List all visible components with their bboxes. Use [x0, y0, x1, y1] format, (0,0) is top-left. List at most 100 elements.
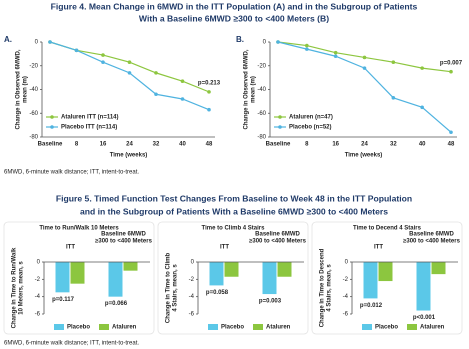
panel-title: Time to Decend 4 Stairs	[353, 226, 422, 232]
legend-label: Placebo	[221, 325, 244, 331]
y-tick-label: -4	[35, 294, 41, 300]
x-tick-label: 48	[448, 142, 455, 148]
x-axis-label: Time (weeks)	[345, 153, 383, 159]
footnote: 6MWD, 6-minute walk distance; ITT, inten…	[4, 170, 139, 176]
data-point	[276, 40, 280, 44]
panel-title: Time to Run/Walk 10 Meters	[39, 226, 119, 232]
data-point	[420, 105, 424, 110]
data-point	[305, 47, 309, 51]
data-point	[207, 90, 211, 94]
y-axis-label: 4 Stairs, mean, s	[327, 264, 333, 312]
x-tick-label: 40	[179, 142, 186, 148]
series-line	[49, 41, 210, 111]
annotation: p=0.213	[198, 80, 221, 86]
annotation: p=0.058	[206, 290, 229, 296]
group-label: Baseline 6MWD	[101, 232, 146, 238]
data-point	[333, 50, 338, 55]
data-point	[207, 107, 211, 112]
y-tick-label: -2	[189, 277, 195, 283]
bar	[378, 262, 393, 282]
bar	[262, 262, 277, 295]
group-label: Baseline 6MWD	[409, 232, 454, 238]
y-tick-label: 0	[37, 260, 41, 266]
y-tick-label: -2	[35, 277, 41, 283]
y-tick-label: -60	[257, 111, 266, 117]
x-tick-label: 8	[305, 142, 309, 148]
legend-label: Ataluren	[112, 325, 137, 331]
legend-label: Placebo (n=52)	[289, 125, 332, 131]
y-tick-label: 0	[263, 40, 267, 46]
group-label: Baseline 6MWD	[255, 232, 300, 238]
x-tick-label: 16	[332, 142, 339, 148]
y-tick-label: 0	[191, 260, 195, 266]
y-tick-label: -80	[257, 135, 266, 141]
x-tick-label: Baseline	[266, 142, 291, 148]
y-tick-label: -60	[29, 111, 38, 117]
panel-title: Time to Climb 4 Stairs	[202, 226, 266, 232]
bar	[123, 262, 138, 271]
legend-swatch	[54, 324, 64, 330]
y-tick-label: 0	[345, 260, 349, 266]
annotation: p=0.117	[52, 297, 75, 303]
y-tick-label: -80	[29, 135, 38, 141]
legend-label: Ataluren	[420, 325, 445, 331]
x-tick-label: 24	[126, 142, 133, 148]
y-tick-label: -4	[189, 294, 195, 300]
x-axis-label: Time (weeks)	[110, 153, 148, 159]
bar	[224, 262, 239, 277]
y-tick-label: -20	[257, 63, 266, 69]
legend-label: Ataluren	[266, 325, 291, 331]
data-point	[333, 54, 338, 59]
data-point	[362, 66, 367, 70]
y-axis-label: mean (m)	[23, 76, 29, 103]
annotation: p=0.007	[440, 60, 463, 66]
y-tick-label: -6	[35, 312, 41, 318]
bar	[108, 262, 123, 297]
panel-label: B.	[236, 35, 244, 44]
data-point	[74, 48, 79, 53]
annotation: p<0.001	[413, 315, 436, 321]
group-label: ITT	[220, 245, 229, 251]
y-axis-label: 4 Stairs, mean, s	[173, 264, 179, 312]
x-tick-label: 40	[419, 142, 426, 148]
legend-swatch	[278, 125, 282, 129]
group-label: ≥300 to <400 Meters	[95, 239, 152, 245]
x-tick-label: 32	[390, 142, 397, 148]
legend-swatch	[208, 324, 218, 330]
data-point	[420, 66, 424, 70]
bar	[55, 262, 70, 293]
data-point	[449, 69, 453, 74]
legend-swatch	[407, 324, 417, 330]
y-axis-label: Change in Observed 6MWD,	[244, 49, 250, 129]
data-point	[305, 43, 309, 48]
y-axis-label: 10 Meters, mean, s	[19, 261, 25, 315]
y-axis-label: Change in Time to Climb	[166, 253, 172, 324]
annotation: p=0.012	[360, 303, 383, 309]
data-point	[48, 40, 52, 44]
data-point	[180, 79, 185, 83]
legend-label: Placebo	[375, 325, 398, 331]
data-point	[127, 71, 132, 75]
figure-title: and in the Subgroup of Patients With a B…	[80, 206, 388, 216]
y-tick-label: -40	[29, 87, 38, 93]
data-point	[154, 92, 158, 97]
y-tick-label: 0	[35, 40, 39, 46]
y-axis-label: Change in Time to Descend	[320, 248, 326, 327]
x-tick-label: 16	[100, 142, 107, 148]
y-tick-label: -4	[343, 294, 349, 300]
bar	[70, 262, 85, 284]
panel-frame	[3, 221, 155, 335]
panel-label: A.	[4, 35, 12, 44]
legend-swatch	[362, 324, 372, 330]
bar	[277, 262, 292, 277]
y-tick-label: -6	[343, 312, 349, 318]
annotation: p=0.003	[259, 299, 282, 305]
data-point	[154, 71, 158, 75]
annotation: p=0.066	[105, 301, 128, 307]
data-point	[180, 97, 185, 101]
bar	[431, 262, 446, 275]
x-tick-label: 24	[361, 142, 368, 148]
figure-title: With a Baseline 6MWD ≥300 to <400 Meters…	[139, 13, 329, 23]
bar	[416, 262, 431, 311]
